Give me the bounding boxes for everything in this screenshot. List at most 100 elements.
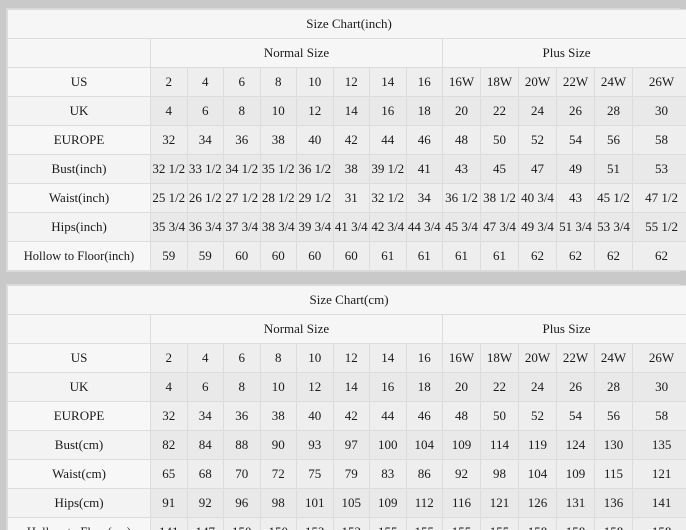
table-cell: 100 [369, 430, 407, 460]
row-label-uk: UK [7, 372, 151, 402]
table-cell: 6 [223, 343, 261, 373]
table-cell: 65 [150, 459, 188, 489]
table-cell: 59 [150, 241, 188, 271]
table-cell: 4 [186, 343, 224, 373]
table-cell: 20 [442, 96, 481, 126]
table-cell: 41 [405, 154, 443, 184]
table-cell: 49 [556, 154, 595, 184]
table-cell: 12 [296, 96, 334, 126]
table-cell: 61 [442, 241, 481, 271]
row-label-bustcm: Bust(cm) [7, 430, 151, 460]
table-cell: 62 [556, 241, 595, 271]
table-cell: 26 1/2 [186, 183, 224, 213]
row-label-europe: EUROPE [7, 401, 151, 431]
group-header-corner-cell [7, 314, 151, 344]
table-cell: 2 [150, 67, 188, 97]
table-cell: 38 [332, 154, 370, 184]
table-cell: 46 [405, 401, 443, 431]
table-cell: 88 [223, 430, 261, 460]
table-cell: 34 [186, 401, 224, 431]
table-cell: 52 [518, 125, 557, 155]
row-label-us: US [7, 67, 151, 97]
table-cell: 32 [150, 125, 188, 155]
table-cell: 155 [442, 517, 481, 530]
table-cell: 42 3/4 [369, 212, 407, 242]
table-cell: 32 [150, 401, 188, 431]
table-cell: 141 [631, 488, 686, 518]
table-cell: 101 [296, 488, 334, 518]
table-cell: 44 3/4 [405, 212, 443, 242]
table-cell: 12 [296, 372, 334, 402]
table-cell: 24 [518, 96, 557, 126]
table-cell: 34 [186, 125, 224, 155]
table-cell: 104 [518, 459, 557, 489]
group-header-normal-size: Normal Size [150, 314, 443, 344]
table-cell: 40 3/4 [518, 183, 557, 213]
table-cell: 58 [631, 125, 686, 155]
table-row: UK 4 6 8 10 12 14 16 18 20 22 24 26 28 30 [7, 96, 686, 126]
row-label-bustinch: Bust(inch) [7, 154, 151, 184]
table-cell: 27 1/2 [223, 183, 261, 213]
table-cell: 98 [259, 488, 297, 518]
group-header-plus-size: Plus Size [441, 314, 686, 344]
table-cell: 41 3/4 [332, 212, 370, 242]
table-cell: 40 [296, 125, 334, 155]
table-cell: 60 [223, 241, 261, 271]
table-cell: 16W [442, 343, 481, 373]
table-cell: 36 [223, 401, 261, 431]
table-cell: 26 [556, 96, 595, 126]
table-cell: 96 [223, 488, 261, 518]
table-cell: 59 [186, 241, 224, 271]
table-cell: 22W [556, 343, 595, 373]
row-label-europe: EUROPE [7, 125, 151, 155]
table-cell: 16 [369, 372, 407, 402]
table-row: Waist(cm) 65 68 70 72 75 79 83 86 92 98 104 109 115 12… [7, 459, 686, 489]
table-cell: 158 [594, 517, 633, 530]
table-cell: 12 [332, 67, 370, 97]
table-cell: 20W [518, 343, 557, 373]
table-cell: 121 [480, 488, 519, 518]
table-row: Hips(cm) 91 92 96 98 101 105 109 112 116 121 126 131… [7, 488, 686, 518]
row-label-hipscm: Hips(cm) [7, 488, 151, 518]
table-title: Size Chart(inch) [6, 9, 686, 39]
table-cell: 86 [405, 459, 443, 489]
table-row: Waist(inch) 25 1/2 26 1/2 27 1/2 28 1/2 29 1/… [7, 183, 686, 213]
table-cell: 18W [480, 67, 519, 97]
table-cell: 43 [442, 154, 481, 184]
table-cell: 24W [594, 67, 633, 97]
table-cell: 14 [332, 96, 370, 126]
size-table: Size Chart(cm) Normal Size Plus Size US 2 4 6 8… [6, 285, 686, 530]
table-cell: 2 [150, 343, 188, 373]
table-cell: 155 [480, 517, 519, 530]
table-cell: 37 3/4 [223, 212, 261, 242]
table-cell: 20W [518, 67, 557, 97]
table-cell: 79 [332, 459, 370, 489]
table-cell: 16 [405, 67, 443, 97]
table-cell: 22W [556, 67, 595, 97]
table-cell: 10 [259, 96, 297, 126]
table-cell: 28 1/2 [259, 183, 297, 213]
table-row: Hollow to Floor(cm)141147150150152152155… [7, 517, 686, 530]
table-cell: 26 [556, 372, 595, 402]
size-group-header-row: Normal Size Plus Size [7, 38, 686, 68]
table-cell: 32 1/2 [150, 154, 188, 184]
table-cell: 136 [594, 488, 633, 518]
table-cell: 105 [332, 488, 370, 518]
table-cell: 147 [186, 517, 224, 530]
table-row: Bust(inch) 32 1/2 33 1/2 34 1/2 35 1/2 36 1/2… [7, 154, 686, 184]
table-cell: 14 [369, 343, 407, 373]
size-chart-block: Size Chart(inch) Normal Size Plus Size US 2 4… [6, 8, 686, 272]
table-cell: 49 3/4 [518, 212, 557, 242]
table-cell: 30 [631, 372, 686, 402]
table-cell: 45 1/2 [594, 183, 633, 213]
table-cell: 8 [259, 67, 297, 97]
table-cell: 55 1/2 [631, 212, 686, 242]
table-cell: 26W [631, 343, 686, 373]
table-row: UK 4 6 8 10 12 14 16 18 20 22 24 26 28 30 [7, 372, 686, 402]
table-row: EUROPE 32 34 36 38 40 42 44 46 48 50 52 54 56 58 [7, 401, 686, 431]
table-cell: 45 3/4 [442, 212, 481, 242]
table-cell: 8 [223, 96, 261, 126]
table-row: Hollow to Floor(inch) 59 59 60 60 60 60 61 61 61 6… [7, 241, 686, 271]
table-cell: 36 1/2 [442, 183, 481, 213]
table-title: Size Chart(cm) [6, 285, 686, 315]
